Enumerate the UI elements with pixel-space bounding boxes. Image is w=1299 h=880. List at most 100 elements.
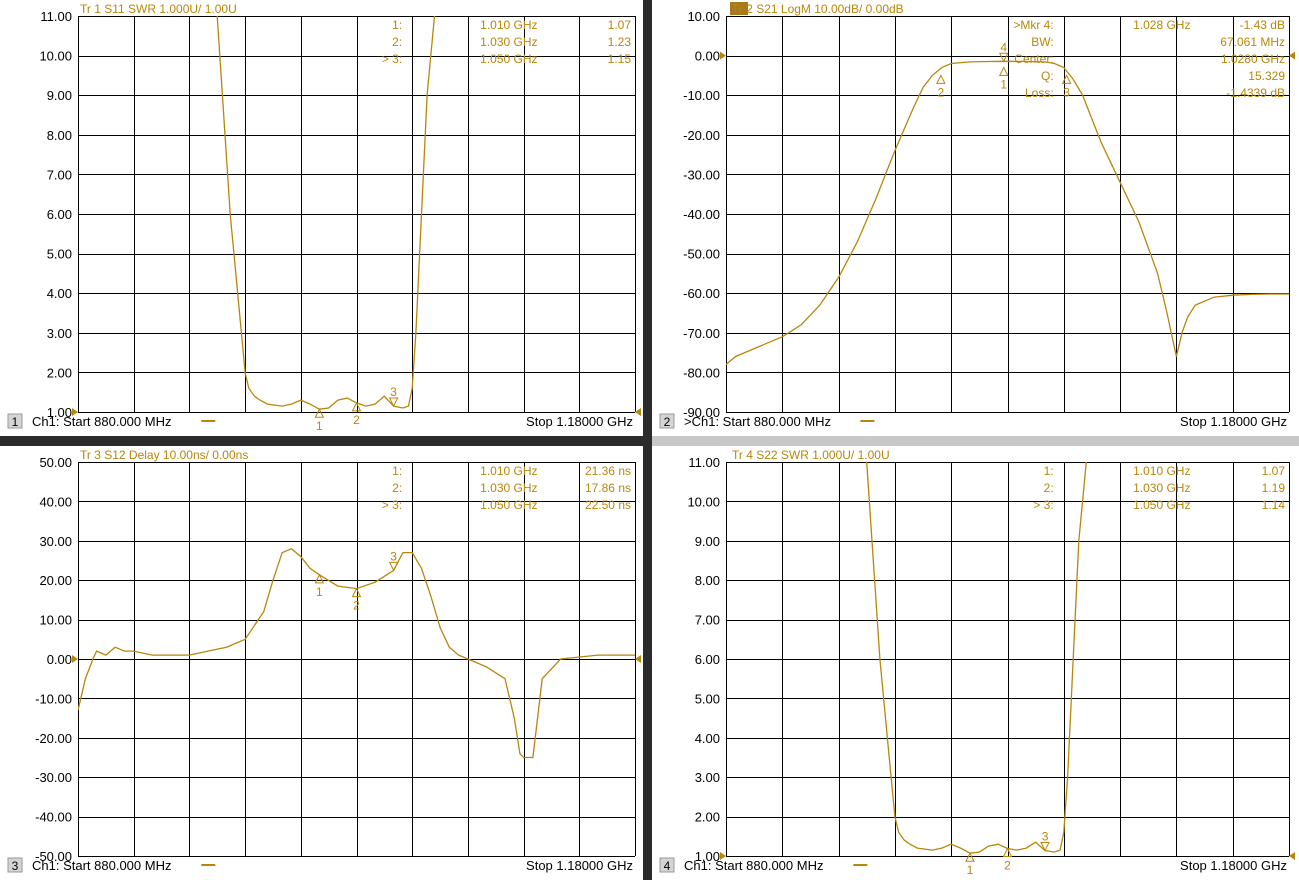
graticule: [78, 462, 636, 857]
marker-readout-row: > 3: 1.050 GHz 22.50 ns: [382, 498, 631, 512]
marker-2[interactable]: 2: [936, 74, 946, 99]
readout-id: 2:: [1044, 481, 1054, 495]
readout-frequency: 1.010 GHz: [480, 464, 537, 478]
pane-number-box[interactable]: [659, 413, 675, 429]
pane-number: 2: [664, 415, 671, 429]
readout-id: Loss:: [1025, 86, 1054, 100]
readout-value: 1.07: [608, 18, 632, 32]
trace-chart-3: Tr 3 S12 Delay 10.00ns/ 0.00ns 50.00 40.00…: [7, 448, 641, 873]
y-tick-label: 8.00: [47, 128, 72, 143]
trace-indicator: [853, 864, 868, 866]
marker-label: 4: [1000, 40, 1007, 54]
horizontal-divider[interactable]: [0, 436, 652, 446]
marker-label: 3: [390, 385, 397, 399]
stop-frequency: Stop 1.18000 GHz: [1180, 414, 1287, 429]
y-tick-label: 4.00: [695, 731, 720, 746]
y-tick-label: -80.00: [683, 365, 720, 380]
y-tick-label: -30.00: [683, 167, 720, 182]
y-tick-label: 11.00: [688, 455, 720, 470]
marker-triangle: [388, 397, 399, 408]
pane-number: 1: [12, 415, 19, 429]
y-tick-label: 5.00: [47, 247, 72, 262]
marker-1[interactable]: 1: [965, 852, 975, 877]
trace-pane-3[interactable]: Tr 3 S12 Delay 10.00ns/ 0.00ns 50.00 40.00…: [0, 446, 643, 880]
marker-label: 1: [1000, 77, 1007, 91]
pane-number: 3: [12, 859, 19, 873]
marker-1[interactable]: 1: [998, 66, 1009, 91]
marker-readout-row: > 3: 1.050 GHz 1.15: [382, 52, 632, 66]
y-tick-label: 7.00: [47, 167, 72, 182]
trace-indicator: [201, 420, 216, 422]
y-tick-label: -90.00: [683, 405, 720, 420]
trace-title: Tr 2 S21 LogM 10.00dB/ 0.00dB: [732, 2, 904, 16]
trace-line: [866, 462, 1087, 854]
marker-2[interactable]: 2: [351, 587, 362, 613]
y-tick-label: 9.00: [695, 534, 720, 549]
readout-value: 1.19: [1262, 481, 1286, 495]
readout-id: > 3:: [382, 52, 402, 66]
trace-line: [216, 16, 436, 410]
marker-3[interactable]: 3: [388, 385, 399, 408]
marker-label: 2: [353, 413, 360, 427]
marker-label: 3: [1063, 85, 1070, 99]
marker-triangle: [314, 573, 325, 584]
marker-3[interactable]: 3: [1061, 74, 1072, 99]
marker-readout-row: 2: 1.030 GHz 1.19: [1044, 481, 1286, 495]
trace-chart-1: Tr 1 S11 SWR 1.000U/ 1.00U11.0010.009.00…: [7, 2, 641, 433]
marker-readout-row: BW: 67.061 MHz: [1031, 35, 1285, 49]
trace-title: Tr 1 S11 SWR 1.000U/ 1.00U: [80, 2, 237, 16]
trace-pane-2[interactable]: Tr 2 S21 LogM 10.00dB/ 0.00dB 10.00 0.00 -1…: [652, 0, 1299, 436]
reference-left-arrow: [720, 51, 726, 60]
pane-number-box[interactable]: [7, 413, 23, 429]
readout-frequency: 1.028 GHz: [1133, 18, 1190, 32]
horizontal-divider-right[interactable]: [652, 436, 1299, 446]
marker-2[interactable]: 2: [1002, 847, 1013, 873]
pane-number-box[interactable]: [659, 857, 675, 873]
readout-value: -1.4339 dB: [1226, 86, 1285, 100]
readout-value: 1.23: [608, 35, 632, 49]
marker-1[interactable]: 1: [314, 408, 325, 433]
y-tick-label: 9.00: [47, 88, 72, 103]
y-tick-label: 10.00: [39, 49, 72, 64]
marker-triangle: [314, 408, 325, 418]
y-tick-label: 5.00: [695, 691, 720, 706]
marker-3[interactable]: 3: [388, 549, 399, 572]
trace-pane-1[interactable]: Tr 1 S11 SWR 1.000U/ 1.00U 11.00 10.00 9.00…: [0, 0, 643, 436]
marker-4[interactable]: 4: [998, 40, 1009, 63]
stop-frequency: Stop 1.18000 GHz: [1180, 858, 1287, 873]
trace-pane-4[interactable]: Tr 4 S22 SWR 1.000U/ 1.00U 11.00 10.00 9.00…: [652, 446, 1299, 880]
pane-number-box[interactable]: [7, 857, 23, 873]
marker-1[interactable]: 1: [314, 573, 325, 599]
trace-title: Tr 3 S12 Delay 10.00ns/ 0.00ns: [80, 448, 248, 462]
y-tick-label: 6.00: [695, 652, 720, 667]
readout-frequency: 1.030 GHz: [1133, 481, 1190, 495]
marker-label: 2: [353, 599, 360, 613]
marker-triangle: [1002, 847, 1013, 858]
readout-id: 1:: [1044, 464, 1054, 478]
reference-right-arrow: [1289, 852, 1295, 860]
y-tick-label: 50.00: [39, 455, 72, 470]
y-tick-label: 3.00: [695, 770, 720, 785]
start-frequency: Ch1: Start 880.000 MHz: [32, 858, 171, 873]
y-tick-label: 2.00: [47, 365, 72, 380]
trace-chart-2: Tr 2 S21 LogM 10.00dB/ 0.00dB 10.00 0.00 -1…: [659, 2, 1295, 429]
readout-id: > 3:: [382, 498, 402, 512]
marker-3[interactable]: 3: [1040, 829, 1050, 852]
readout-frequency: 1.030 GHz: [480, 481, 537, 495]
marker-readout-row: >Mkr 4: 1.028 GHz -1.43 dB: [1013, 18, 1285, 32]
start-frequency: Ch1: Start 880.000 MHz: [684, 858, 823, 873]
marker-2[interactable]: 2: [351, 401, 362, 427]
readout-value: 1.14: [1262, 498, 1286, 512]
y-tick-label: 40.00: [39, 494, 72, 509]
trace-indicator: [860, 420, 875, 422]
graticule: [78, 16, 636, 413]
y-tick-label: -50.00: [35, 849, 72, 864]
marker-triangle: [965, 852, 975, 862]
start-frequency: >Ch1: Start 880.000 MHz: [684, 414, 831, 429]
y-tick-label: -20.00: [35, 731, 72, 746]
y-tick-label: 10.00: [687, 494, 720, 509]
readout-frequency: 1.030 GHz: [480, 35, 537, 49]
active-trace-highlight: [730, 2, 748, 15]
reference-right-arrow: [635, 655, 641, 663]
marker-readout-row: 1: 1.010 GHz 21.36 ns: [392, 464, 631, 478]
